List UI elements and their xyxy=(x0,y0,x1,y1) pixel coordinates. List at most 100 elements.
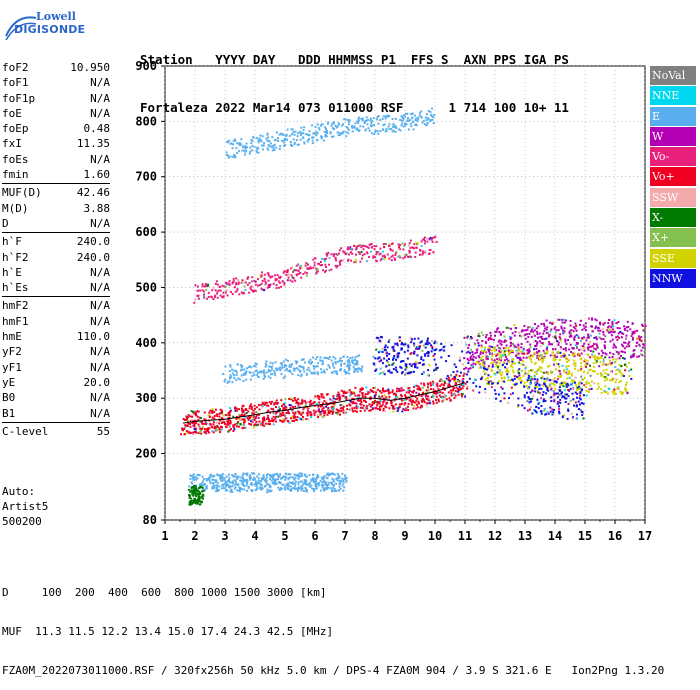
echo-point xyxy=(253,374,256,376)
echo-point xyxy=(511,360,514,363)
echo-point xyxy=(314,395,317,398)
echo-point xyxy=(344,253,347,256)
echo-point xyxy=(391,130,394,133)
echo-point xyxy=(432,122,435,125)
echo-point xyxy=(540,377,543,380)
echo-point xyxy=(216,490,219,492)
echo-point xyxy=(217,474,220,477)
echo-point xyxy=(414,119,417,122)
echo-point xyxy=(552,363,555,366)
echo-point xyxy=(319,264,322,267)
echo-point xyxy=(243,413,246,416)
echo-point xyxy=(509,393,512,396)
echo-point xyxy=(282,476,284,478)
echo-point xyxy=(583,371,585,373)
echo-point xyxy=(522,363,525,366)
echo-point xyxy=(616,338,619,341)
echo-point xyxy=(238,408,240,411)
echo-point xyxy=(429,110,432,113)
echo-point xyxy=(274,473,277,476)
echo-point xyxy=(348,389,351,392)
echo-point xyxy=(341,484,344,487)
echo-point xyxy=(333,488,336,491)
echo-point xyxy=(503,377,506,380)
echo-point xyxy=(237,377,240,380)
echo-point xyxy=(332,480,335,483)
echo-point xyxy=(526,352,529,355)
echo-point xyxy=(259,138,262,141)
echo-point xyxy=(498,339,501,342)
echo-point xyxy=(362,125,365,128)
param-separator xyxy=(2,421,110,423)
echo-point xyxy=(406,112,409,115)
echo-point xyxy=(540,366,543,369)
echo-point xyxy=(219,431,222,434)
echo-point xyxy=(263,376,266,378)
echo-point xyxy=(427,399,430,402)
echo-point xyxy=(283,365,286,368)
echo-point xyxy=(506,368,508,370)
echo-point xyxy=(560,382,563,385)
echo-point xyxy=(240,476,243,479)
echo-point xyxy=(534,387,537,390)
echo-point xyxy=(443,384,445,387)
echo-point xyxy=(261,401,264,404)
echo-point xyxy=(422,397,424,400)
echo-point xyxy=(373,248,376,251)
echo-point xyxy=(246,489,248,492)
echo-point xyxy=(292,277,295,280)
echo-point xyxy=(245,412,248,414)
echo-point xyxy=(404,343,407,346)
echo-point xyxy=(287,484,290,486)
echo-point xyxy=(343,369,346,372)
echo-point xyxy=(388,395,391,398)
echo-point xyxy=(255,420,258,423)
echo-point xyxy=(271,145,274,148)
echo-point xyxy=(338,409,341,412)
echo-point xyxy=(272,146,275,149)
echo-point xyxy=(418,387,421,390)
echo-point xyxy=(420,358,423,361)
echo-point xyxy=(607,331,610,334)
echo-point xyxy=(228,377,231,380)
echo-point xyxy=(289,476,292,479)
echo-point xyxy=(566,393,569,396)
echo-point xyxy=(596,346,599,349)
echo-point xyxy=(250,405,253,408)
param-row: B1 N/A xyxy=(2,406,110,421)
echo-point xyxy=(347,391,350,394)
echo-point xyxy=(463,372,466,375)
echo-point xyxy=(572,416,574,419)
echo-point xyxy=(279,482,282,484)
echo-point xyxy=(211,430,214,433)
echo-point xyxy=(211,478,214,481)
echo-point xyxy=(224,422,226,425)
echo-point xyxy=(224,483,226,486)
echo-point xyxy=(617,386,620,389)
echo-point xyxy=(313,477,316,480)
echo-point xyxy=(435,367,438,369)
echo-point xyxy=(491,346,494,348)
echo-point xyxy=(327,408,330,411)
echo-point xyxy=(431,339,433,342)
echo-point xyxy=(501,371,504,374)
echo-point xyxy=(378,119,381,122)
echo-point xyxy=(385,389,388,392)
echo-point xyxy=(255,411,258,414)
legend-item-e: E xyxy=(650,106,696,126)
echo-point xyxy=(277,280,280,283)
echo-point xyxy=(382,387,384,390)
echo-point xyxy=(512,383,515,386)
param-value: 0.48 xyxy=(83,122,111,136)
echo-point xyxy=(199,289,202,292)
echo-point xyxy=(427,351,430,354)
param-value: 1.60 xyxy=(83,168,111,182)
echo-point xyxy=(193,427,196,430)
echo-point xyxy=(375,260,378,263)
echo-point xyxy=(638,343,641,346)
echo-point xyxy=(466,357,469,360)
echo-point xyxy=(580,348,583,351)
echo-point xyxy=(193,423,196,426)
echo-point xyxy=(513,344,516,347)
echo-point xyxy=(417,337,420,340)
